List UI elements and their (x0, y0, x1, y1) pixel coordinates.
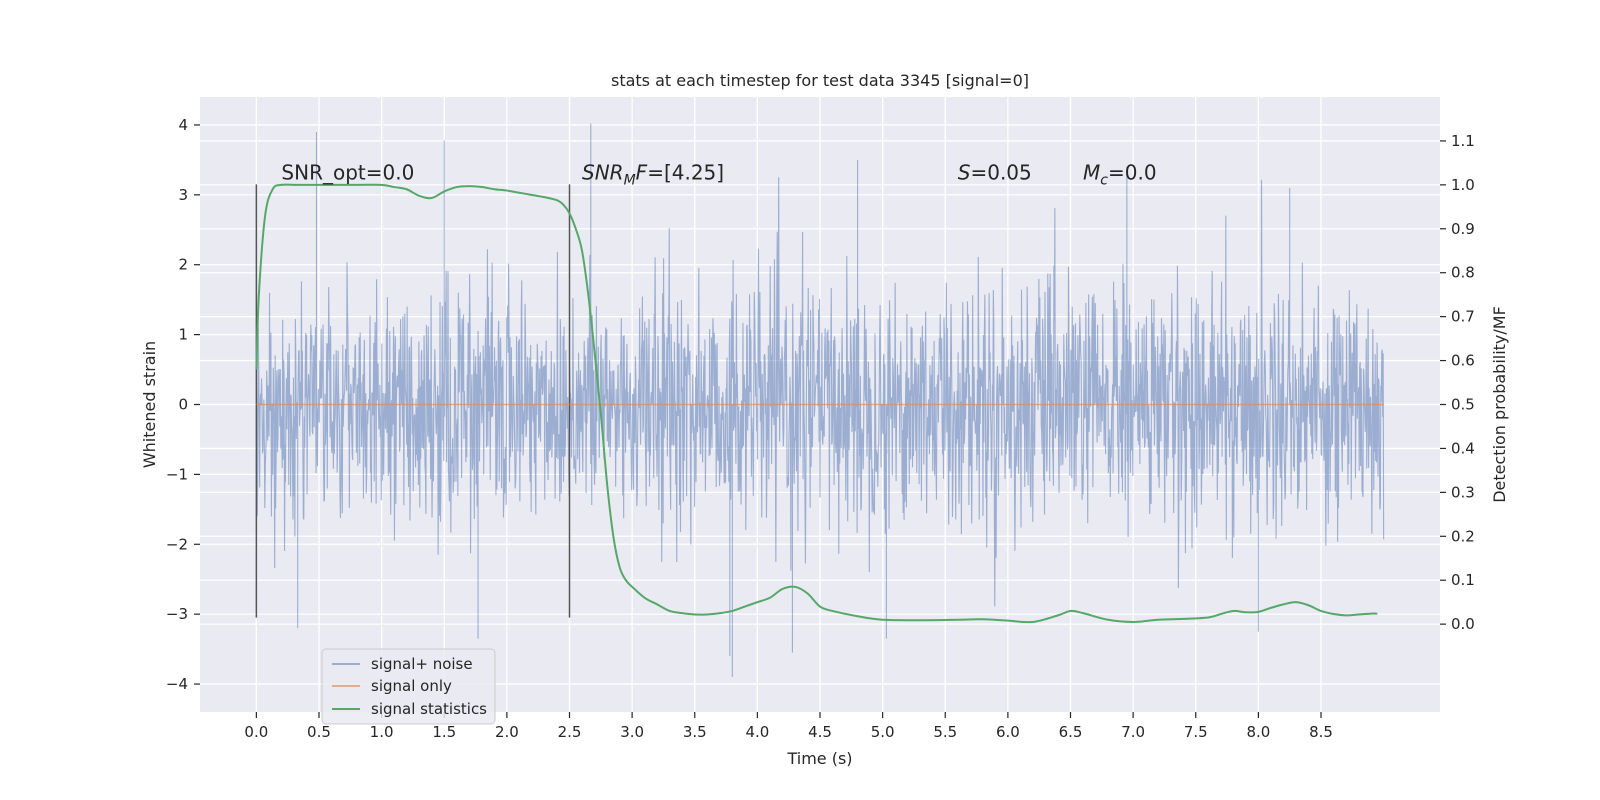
right-y-tick-label: 0.1 (1451, 571, 1475, 589)
annotation-snr-mf: SNRMF=[4.25] (582, 160, 724, 188)
x-axis-label: Time (s) (786, 749, 852, 768)
x-tick-label: 0.0 (244, 723, 268, 741)
left-y-tick-label: −4 (166, 675, 188, 693)
x-tick-label: 4.0 (745, 723, 769, 741)
x-tick-label: 7.0 (1121, 723, 1145, 741)
annotation-mc: Mc=0.0 (1083, 160, 1157, 188)
right-y-tick-label: 0.9 (1451, 220, 1475, 238)
x-tick-label: 6.5 (1059, 723, 1083, 741)
x-tick-label: 1.0 (370, 723, 394, 741)
annotation-snr-mf-subscript: M (624, 172, 636, 188)
left-y-axis-label: Whitened strain (140, 341, 159, 468)
right-y-tick-label: 1.0 (1451, 176, 1475, 194)
x-tick-label: 2.5 (558, 723, 582, 741)
vertical-markers (255, 184, 571, 618)
x-tick-label: 4.5 (808, 723, 832, 741)
left-y-tick-label: 4 (178, 116, 188, 134)
x-tick-label: 3.0 (620, 723, 644, 741)
x-tick-label: 3.5 (683, 723, 707, 741)
left-y-tick-label: 0 (178, 396, 188, 414)
x-tick-label: 5.0 (871, 723, 895, 741)
x-tick-label: 5.5 (933, 723, 957, 741)
x-axis-ticks: 0.0 0.5 1.0 1.5 2.0 2.5 3.0 3.5 4.0 4.5 5.0 5.5 6.0 6… (244, 712, 1333, 741)
right-y-tick-label: 0.4 (1451, 439, 1475, 457)
annotation-snr-mf-symbol: SNR (582, 160, 624, 184)
annotation-s: S=0.05 (958, 160, 1032, 184)
x-tick-label: 1.5 (432, 723, 456, 741)
left-y-axis-ticks: −4 −3 −2 −1 0 1 2 3 4 (166, 116, 200, 693)
annotation-snr-mf-value: =[4.25] (647, 160, 724, 184)
right-y-tick-label: 1.1 (1451, 132, 1475, 150)
right-y-tick-label: 0.3 (1451, 483, 1475, 501)
legend-label-signal-noise: signal+ noise (371, 655, 473, 673)
legend-box (321, 648, 496, 725)
right-y-tick-label: 0.5 (1451, 396, 1475, 414)
right-y-axis-label: Detection probability/MF (1490, 306, 1509, 503)
right-y-tick-label: 0.7 (1451, 308, 1475, 326)
right-y-tick-label: 0.8 (1451, 264, 1475, 282)
annotation-mc-symbol: M (1083, 160, 1100, 184)
x-tick-label: 7.5 (1184, 723, 1208, 741)
right-y-tick-label: 0.6 (1451, 352, 1475, 370)
x-tick-label: 2.0 (495, 723, 519, 741)
annotation-snr-mf-tail: F (636, 160, 648, 184)
right-y-axis-ticks: 0.0 0.1 0.2 0.3 0.4 0.5 0.6 0.7 0.8 0.9 1.0 1.1 (1440, 132, 1475, 633)
right-y-tick-label: 0.0 (1451, 615, 1475, 633)
legend-label-signal-only: signal only (371, 677, 452, 695)
left-y-tick-label: 1 (178, 326, 188, 344)
left-y-tick-label: 2 (178, 256, 188, 274)
left-y-tick-label: −3 (166, 605, 188, 623)
left-y-tick-label: 3 (178, 186, 188, 204)
annotation-snr-opt: SNR_opt=0.0 (281, 160, 414, 184)
legend: signal+ noise signal only signal statist… (321, 648, 496, 725)
chart-title: stats at each timestep for test data 334… (611, 71, 1029, 90)
left-y-tick-label: −2 (166, 535, 188, 553)
signal-noise-series (255, 123, 1385, 678)
annotation-s-symbol: S (958, 160, 971, 184)
left-y-tick-label: −1 (166, 465, 188, 483)
annotation-s-value: =0.05 (970, 160, 1031, 184)
right-y-tick-label: 0.2 (1451, 527, 1475, 545)
signal-noise-trace (255, 123, 1385, 678)
x-tick-label: 6.0 (996, 723, 1020, 741)
annotation-mc-subscript: c (1100, 172, 1108, 188)
x-tick-label: 8.0 (1246, 723, 1270, 741)
x-tick-label: 8.5 (1309, 723, 1333, 741)
annotation-mc-value: =0.0 (1108, 160, 1157, 184)
signal-statistics-line (255, 183, 1378, 624)
legend-label-signal-statistics: signal statistics (371, 700, 487, 718)
x-tick-label: 0.5 (307, 723, 331, 741)
